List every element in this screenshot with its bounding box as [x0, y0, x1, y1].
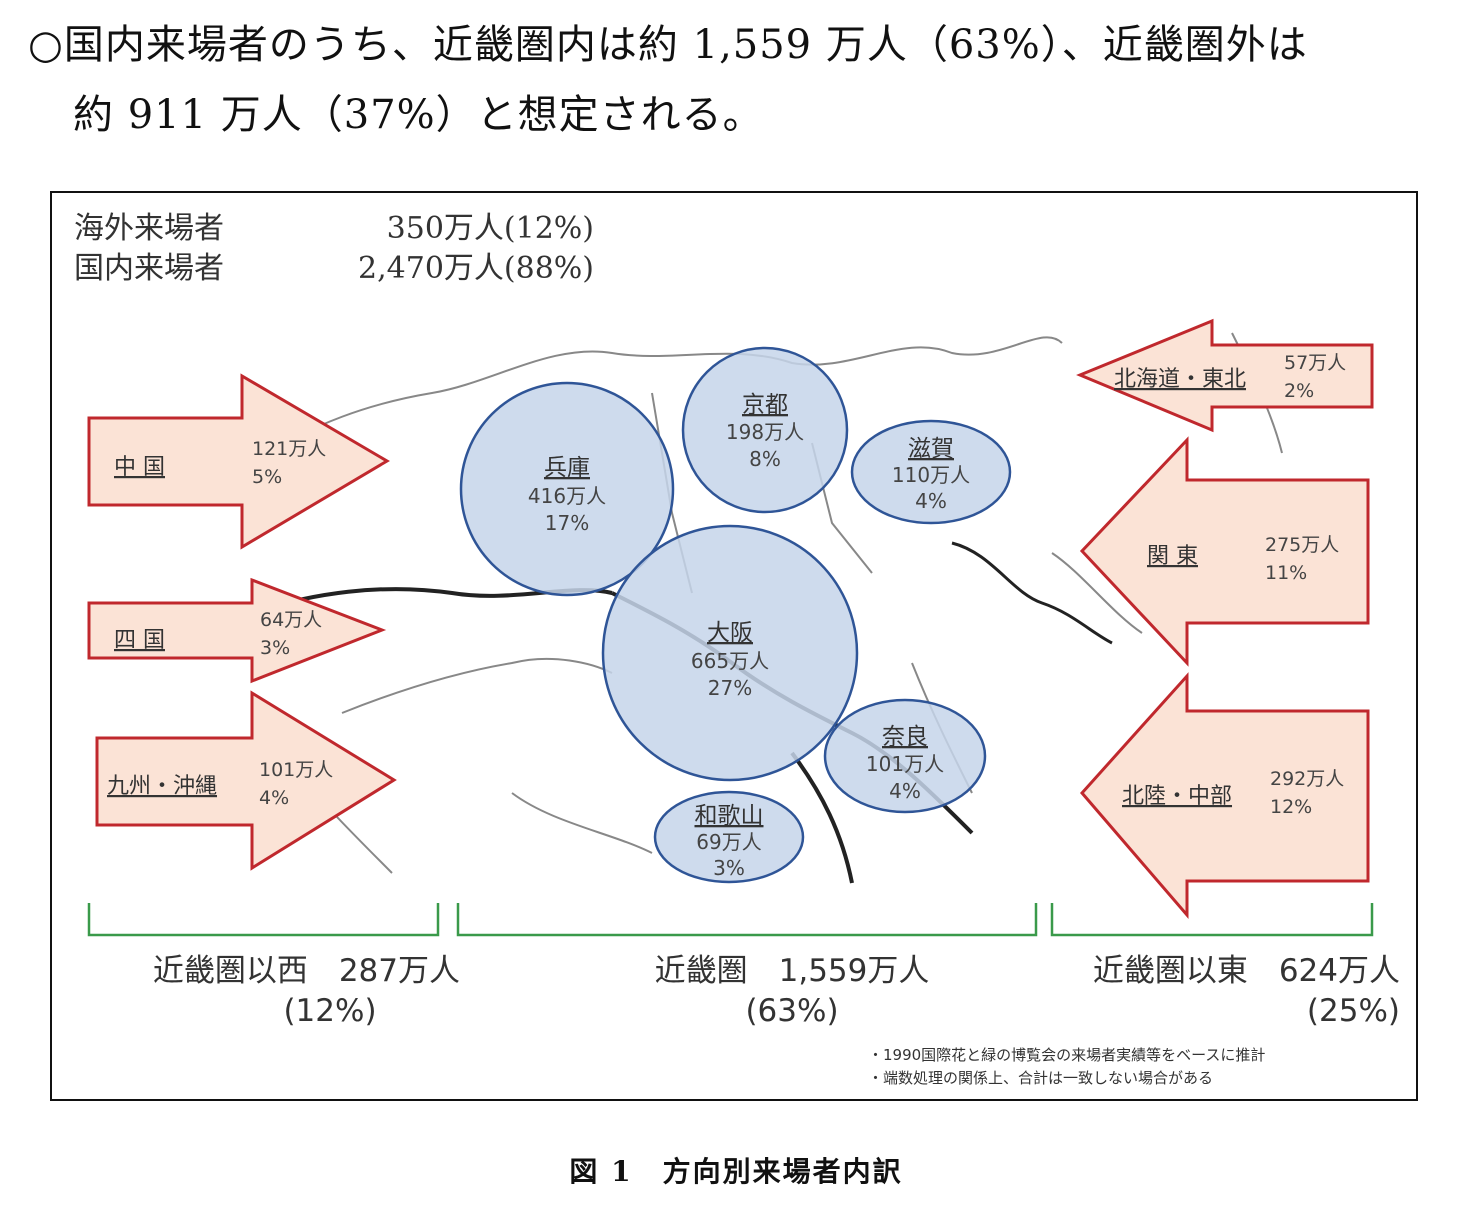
arrow-shikoku-count: 64万人 — [260, 609, 322, 631]
pref-osaka: 大阪 665万人 27% — [601, 524, 859, 782]
arrow-hokkaido-tohoku-pct: 2% — [1284, 380, 1314, 402]
summary-kinki-pct: (63%) — [745, 993, 839, 1029]
figure-frame: 海外来場者 350万人(12%) 国内来場者 2,470万人(88%) — [50, 191, 1418, 1101]
pref-wakayama-pct: 3% — [713, 856, 745, 880]
figure-caption: 図 1 方向別来場者内訳 — [569, 1155, 903, 1188]
summary-west: 近畿圏以西 287万人 (12%) — [120, 951, 460, 1031]
pref-shiga-circle — [850, 419, 1012, 525]
pref-shiga-name: 滋賀 — [908, 436, 954, 462]
pref-kyoto-count: 198万人 — [726, 420, 804, 444]
bracket-west — [87, 903, 440, 937]
pref-shiga: 滋賀 110万人 4% — [850, 419, 1012, 525]
pref-wakayama-circle — [653, 790, 805, 884]
note-2: ・端数処理の関係上、合計は一致しない場合がある — [868, 1069, 1214, 1087]
pref-shiga-pct: 4% — [915, 489, 947, 513]
pref-hyogo-pct: 17% — [545, 511, 589, 535]
domestic-label: 国内来場者 — [74, 251, 224, 286]
pref-nara: 奈良 101万人 4% — [823, 698, 987, 814]
arrow-shikoku-pct: 3% — [260, 637, 290, 659]
pref-kyoto: 京都 198万人 8% — [681, 346, 849, 514]
overseas-value: 350万人(12%) — [386, 211, 594, 246]
pref-hyogo-count: 416万人 — [528, 484, 606, 508]
map-diagram: 中 国 121万人 5% 四 国 64万人 3% 九州・沖縄 101万人 4% … — [87, 318, 1374, 937]
figure-notes: ・1990国際花と緑の博覧会の来場者実績等をベースに推計 ・端数処理の関係上、合… — [868, 1044, 1265, 1090]
pref-nara-pct: 4% — [889, 779, 921, 803]
pref-nara-circle — [823, 698, 987, 814]
arrow-hokkaido-tohoku-name: 北海道・東北 — [1114, 367, 1246, 392]
summary-east-pct: (25%) — [1306, 993, 1400, 1029]
arrow-chugoku-pct: 5% — [252, 466, 282, 488]
pref-nara-name: 奈良 — [882, 724, 928, 750]
pref-kyoto-pct: 8% — [749, 447, 781, 471]
pref-osaka-pct: 27% — [708, 676, 752, 700]
arrow-shikoku-shape — [87, 577, 387, 684]
visitor-totals: 海外来場者 350万人(12%) 国内来場者 2,470万人(88%) — [74, 209, 594, 289]
arrow-shikoku-name: 四 国 — [114, 628, 165, 653]
arrow-shikoku: 四 国 64万人 3% — [87, 577, 387, 684]
overseas-label: 海外来場者 — [74, 211, 224, 246]
pref-kyoto-circle — [681, 346, 849, 514]
summary-east-label: 近畿圏以東 624万人 — [1092, 953, 1400, 989]
arrow-kanto-name: 関 東 — [1147, 544, 1198, 569]
pref-hyogo: 兵庫 416万人 17% — [459, 381, 675, 597]
arrow-kyushu-name: 九州・沖縄 — [107, 774, 217, 799]
pref-hyogo-name: 兵庫 — [544, 455, 590, 481]
arrow-hokuriku-chubu: 北陸・中部 292万人 12% — [1080, 672, 1370, 920]
pref-wakayama: 和歌山 69万人 3% — [653, 790, 805, 884]
intro-text: ○国内来場者のうち、近畿圏内は約 1,559 万人（63%）、近畿圏外は 約 9… — [28, 10, 1448, 150]
arrow-hokkaido-tohoku-shape — [1076, 318, 1374, 433]
arrow-kyushu-pct: 4% — [259, 787, 289, 809]
pref-osaka-name: 大阪 — [707, 620, 753, 646]
arrow-kanto-count: 275万人 — [1265, 534, 1339, 556]
arrow-hokkaido-tohoku-count: 57万人 — [1284, 352, 1346, 374]
arrow-chugoku: 中 国 121万人 5% — [87, 373, 390, 550]
arrow-chugoku-count: 121万人 — [252, 438, 326, 460]
summary-west-label: 近畿圏以西 287万人 — [152, 953, 460, 989]
arrow-kyushu-count: 101万人 — [259, 759, 333, 781]
arrow-kanto-shape — [1079, 436, 1370, 667]
pref-nara-count: 101万人 — [866, 752, 944, 776]
arrow-hokuriku-chubu-count: 292万人 — [1270, 768, 1344, 790]
note-1: ・1990国際花と緑の博覧会の来場者実績等をベースに推計 — [868, 1046, 1266, 1064]
arrow-hokkaido-tohoku: 北海道・東北 57万人 2% — [1076, 318, 1374, 433]
summary-brackets — [87, 903, 1374, 937]
arrow-kanto: 関 東 275万人 11% — [1079, 436, 1370, 667]
summary-east: 近畿圏以東 624万人 (25%) — [1060, 951, 1400, 1031]
intro-line-1: ○国内来場者のうち、近畿圏内は約 1,559 万人（63%）、近畿圏外は — [28, 22, 1308, 68]
intro-line-2: 約 911 万人（37%）と想定される。 — [73, 92, 764, 138]
arrow-hokuriku-chubu-shape — [1080, 672, 1370, 920]
arrow-kanto-pct: 11% — [1265, 562, 1307, 584]
pref-kyoto-name: 京都 — [742, 392, 788, 418]
bracket-kinki — [456, 903, 1038, 937]
pref-wakayama-count: 69万人 — [696, 830, 761, 854]
summary-kinki: 近畿圏 1,559万人 (63%) — [632, 951, 952, 1031]
pref-shiga-count: 110万人 — [892, 463, 970, 487]
summary-west-pct: (12%) — [283, 993, 377, 1029]
arrow-kyushu: 九州・沖縄 101万人 4% — [95, 690, 397, 871]
arrow-hokuriku-chubu-pct: 12% — [1270, 796, 1312, 818]
bracket-east — [1050, 903, 1374, 937]
arrow-chugoku-name: 中 国 — [114, 455, 165, 480]
summary-kinki-label: 近畿圏 1,559万人 — [654, 953, 930, 989]
arrow-chugoku-shape — [87, 373, 390, 550]
arrow-hokuriku-chubu-name: 北陸・中部 — [1122, 784, 1232, 809]
pref-osaka-circle — [601, 524, 859, 782]
pref-hyogo-circle — [459, 381, 675, 597]
pref-osaka-count: 665万人 — [691, 649, 769, 673]
arrow-kyushu-shape — [95, 690, 397, 871]
pref-wakayama-name: 和歌山 — [695, 803, 764, 829]
domestic-value: 2,470万人(88%) — [358, 251, 594, 286]
